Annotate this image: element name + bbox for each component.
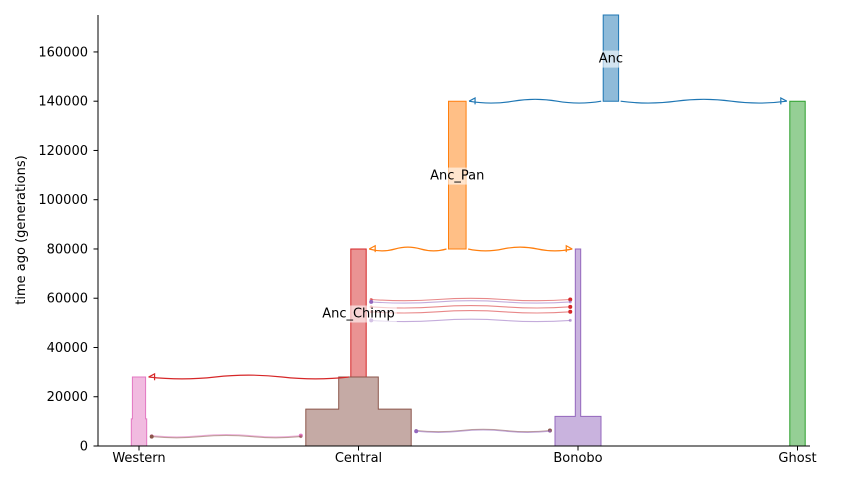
migration-anc-chimp-to-bonobo: [371, 297, 571, 302]
split-arrowhead-western: [148, 372, 156, 381]
deme-central: [305, 376, 412, 447]
split-anc-to-anc-pan: [468, 98, 602, 104]
y-axis-label: time ago (generations): [14, 155, 29, 304]
migration-tail-bonobo: [548, 429, 552, 433]
migration-tail-central: [299, 435, 303, 439]
deme-label-anc: Anc: [599, 52, 623, 67]
y-tick-label: 20000: [47, 390, 88, 405]
y-tick-label: 160000: [38, 45, 88, 60]
deme-labels-layer: Anc Anc_Pan Anc_Chimp: [320, 50, 626, 323]
migration-head-bonobo: [568, 309, 573, 314]
y-tick-label: 140000: [38, 95, 88, 110]
axes-layer: time ago (generations) 0 20000 40000 60000 8…: [14, 15, 817, 466]
migration-head-western: [149, 434, 154, 439]
x-tick-label-bonobo: Bonobo: [553, 451, 602, 466]
split-arrowhead-anc-chimp: [368, 244, 376, 253]
deme-label-anc-pan: Anc_Pan: [430, 169, 484, 184]
deme-label-background: [428, 167, 487, 185]
migration-western-to-central: [151, 433, 301, 438]
migration-head-anc-chimp: [369, 299, 374, 304]
deme-western: [130, 376, 148, 447]
split-anc-pan-to-bonobo: [467, 246, 573, 252]
migration-anc-chimp-to-bonobo: [371, 310, 571, 314]
y-tick-label: 100000: [38, 193, 88, 208]
arrows-layer: [148, 97, 788, 439]
migration-bonobo-to-anc-chimp: [371, 318, 571, 323]
split-anc-pan-to-anc-chimp: [369, 246, 447, 252]
y-tick-label: 60000: [47, 292, 88, 307]
x-tick-label-ghost: Ghost: [778, 451, 816, 466]
split-anc-chimp-to-western: [148, 374, 349, 380]
y-tick-label: 0: [80, 440, 88, 455]
migration-head-bonobo: [568, 304, 573, 309]
split-arrowhead-anc-pan: [468, 97, 476, 105]
x-tick-label-western: Western: [112, 451, 165, 466]
split-arrowhead-bonobo: [565, 244, 573, 253]
migration-tail-bonobo: [568, 300, 572, 304]
x-tick-label-central: Central: [335, 451, 382, 466]
deme-label-background: [320, 305, 397, 323]
migration-tail-bonobo: [568, 318, 572, 322]
demes-layer: [130, 14, 806, 447]
migration-central-to-western: [151, 434, 301, 439]
migration-central-to-bonobo: [416, 428, 551, 433]
deme-bonobo: [554, 248, 602, 447]
deme-label-background: [596, 50, 626, 68]
y-tick-label: 120000: [38, 144, 88, 159]
split-anc-to-ghost: [620, 98, 787, 104]
migration-bonobo-to-anc-chimp: [371, 300, 571, 304]
deme-ghost: [789, 100, 806, 447]
migration-head-central: [414, 429, 419, 434]
migration-head-bonobo: [568, 297, 573, 302]
split-arrowhead-ghost: [780, 97, 788, 105]
y-tick-label: 40000: [47, 341, 88, 356]
y-tick-label: 80000: [47, 242, 88, 257]
migration-bonobo-to-central: [416, 429, 551, 433]
deme-label-anc-chimp: Anc_Chimp: [322, 307, 395, 322]
migration-anc-chimp-to-bonobo: [371, 305, 571, 309]
